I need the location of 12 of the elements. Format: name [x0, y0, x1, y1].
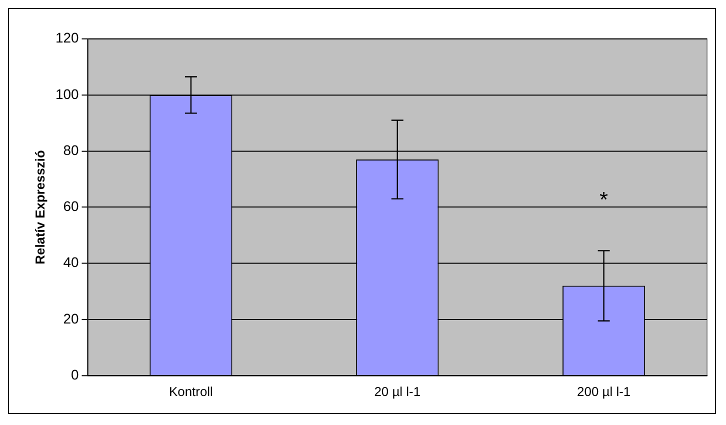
y-tick-label: 120: [55, 30, 79, 46]
x-tick-label: 200 µl l-1: [577, 384, 631, 399]
y-axis-title: Relatív Expresszió: [32, 150, 48, 264]
y-tick-label: 100: [55, 86, 79, 102]
y-tick-label: 60: [63, 198, 79, 214]
y-tick-label: 40: [63, 254, 79, 270]
x-tick-label: 20 µl l-1: [374, 384, 421, 399]
y-tick-label: 80: [63, 142, 79, 158]
x-tick-label: Kontroll: [168, 384, 214, 399]
y-tick-label: 0: [70, 366, 79, 382]
y-tick-label: 20: [63, 310, 79, 326]
annotation: *: [600, 187, 609, 212]
